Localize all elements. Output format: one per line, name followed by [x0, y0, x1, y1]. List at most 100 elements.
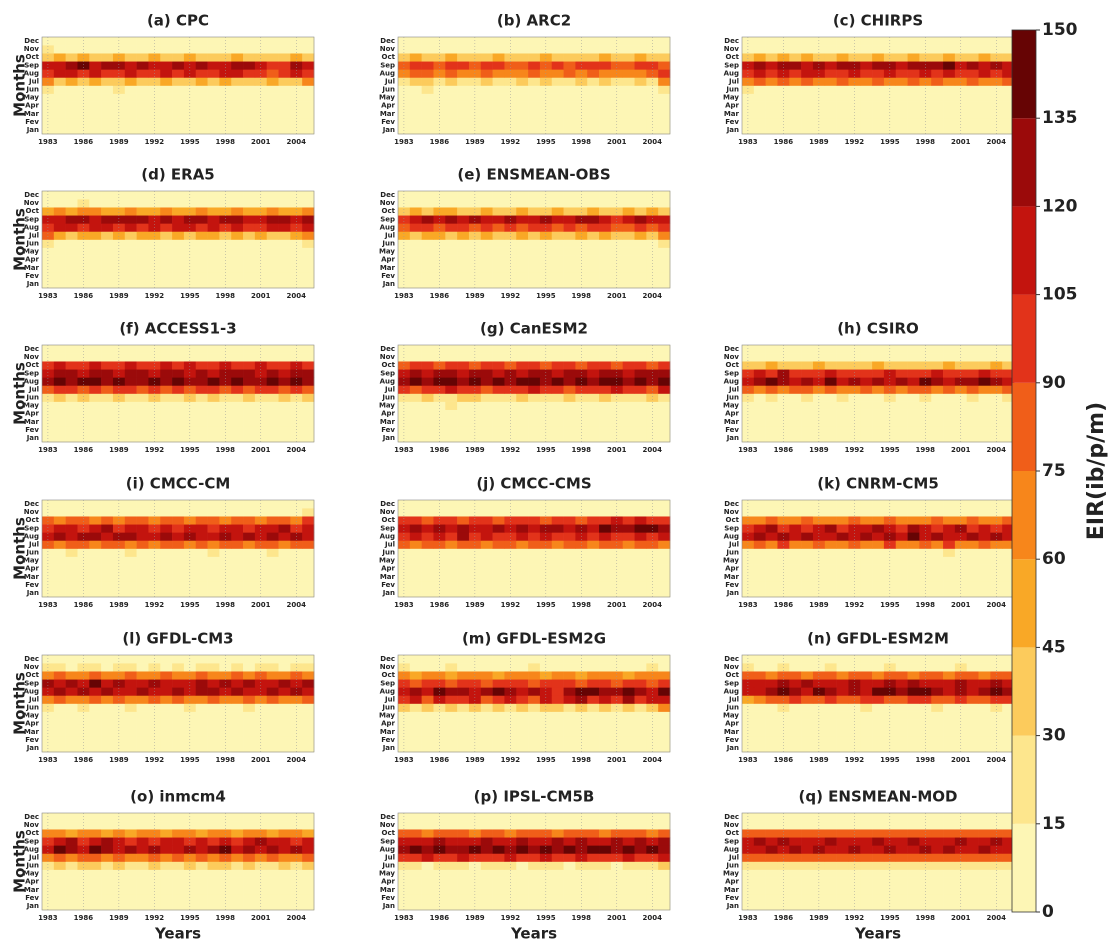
- heat-cell: [445, 861, 458, 870]
- heat-cell: [65, 845, 78, 854]
- heat-cell: [124, 433, 137, 443]
- heat-cell: [765, 361, 778, 370]
- heat-cell: [53, 532, 66, 541]
- heat-cell: [848, 524, 861, 533]
- heat-cell: [219, 85, 232, 94]
- heat-cell: [765, 655, 778, 664]
- heat-cell: [492, 61, 505, 70]
- heat-cell: [943, 588, 956, 598]
- heat-cell: [112, 679, 126, 688]
- heat-cell: [231, 101, 244, 111]
- y-tick-label: Fev: [381, 736, 395, 744]
- heat-cell: [528, 885, 541, 895]
- heat-cell: [302, 239, 315, 248]
- heat-cell: [65, 837, 78, 846]
- heat-cell: [254, 500, 267, 509]
- heat-cell: [610, 393, 623, 402]
- heat-cell: [954, 727, 967, 737]
- heat-cell: [290, 207, 303, 216]
- heat-cell: [599, 687, 612, 696]
- x-tick-label: 2001: [607, 756, 627, 764]
- heat-cell: [895, 508, 908, 517]
- heat-cell: [990, 85, 1003, 94]
- heat-cell: [124, 377, 137, 386]
- heat-cell: [551, 829, 564, 838]
- heat-cell: [801, 548, 814, 557]
- heat-cell: [124, 69, 137, 78]
- heat-cell: [468, 417, 482, 427]
- heat-cell: [753, 500, 766, 509]
- heat-cell: [931, 53, 944, 62]
- heat-cell: [599, 255, 612, 265]
- heat-cell: [445, 719, 458, 729]
- heat-cell: [777, 885, 790, 895]
- heat-cell: [789, 580, 802, 590]
- y-tick-label: Aug: [724, 69, 739, 77]
- heat-cell: [551, 861, 564, 870]
- heat-cell: [824, 61, 837, 70]
- heat-cell: [753, 540, 766, 549]
- heat-cell: [148, 500, 161, 509]
- heat-cell: [516, 703, 529, 712]
- heat-cell: [445, 711, 458, 720]
- heat-cell: [492, 743, 505, 753]
- heat-cell: [243, 885, 256, 895]
- heat-cell: [539, 580, 553, 590]
- heat-cell: [883, 655, 897, 664]
- heat-cell: [124, 345, 137, 354]
- heat-cell: [207, 861, 220, 870]
- heat-cell: [89, 85, 102, 94]
- heat-cell: [587, 532, 600, 541]
- heat-cell: [610, 679, 623, 688]
- heat-cell: [516, 885, 529, 895]
- heat-cell: [172, 345, 185, 354]
- heat-cell: [172, 117, 185, 127]
- heat-cell: [610, 53, 623, 62]
- heat-cell: [468, 117, 482, 127]
- heat-cell: [480, 588, 493, 598]
- heat-cell: [516, 687, 529, 696]
- heat-cell: [231, 516, 244, 525]
- heat-cell: [1002, 401, 1015, 410]
- heat-cell: [207, 271, 220, 281]
- plot-frame: [397, 499, 671, 598]
- heat-cell: [112, 813, 126, 822]
- heat-cell: [931, 655, 944, 664]
- heat-cell: [563, 703, 576, 712]
- heat-cell: [563, 231, 576, 240]
- heat-cell: [599, 199, 612, 208]
- heat-cell: [528, 377, 541, 386]
- heat-cell: [183, 719, 197, 729]
- heat-cell: [836, 417, 849, 427]
- heat-cell: [433, 37, 446, 46]
- y-tick-label: Sep: [380, 61, 395, 69]
- heat-cell: [278, 45, 291, 54]
- heat-cell: [195, 548, 208, 557]
- heat-cell: [801, 93, 814, 102]
- heat-cell: [966, 556, 979, 565]
- heat-cell: [907, 885, 920, 895]
- y-tick-label: Dec: [24, 191, 39, 199]
- heat-cell: [860, 125, 873, 135]
- heat-cell: [848, 385, 861, 394]
- heat-cell: [398, 117, 411, 127]
- heat-cell: [160, 433, 173, 443]
- heat-cell: [195, 719, 208, 729]
- heat-cell: [1002, 85, 1015, 94]
- heat-cell: [610, 215, 623, 224]
- heat-cell: [658, 207, 671, 216]
- heat-cell: [409, 711, 422, 720]
- heat-cell: [183, 885, 197, 895]
- heat-cell: [658, 556, 671, 565]
- heat-cell: [480, 655, 493, 664]
- y-tick-label: Oct: [382, 829, 396, 837]
- heat-cell: [136, 425, 149, 435]
- heat-cell: [622, 61, 635, 70]
- heat-cell: [1002, 353, 1015, 362]
- heat-cell: [65, 877, 78, 887]
- heat-cell: [160, 53, 173, 62]
- heat-cell: [742, 540, 755, 549]
- heat-cell: [124, 703, 137, 712]
- heat-cell: [445, 655, 458, 664]
- heat-cell: [492, 279, 505, 289]
